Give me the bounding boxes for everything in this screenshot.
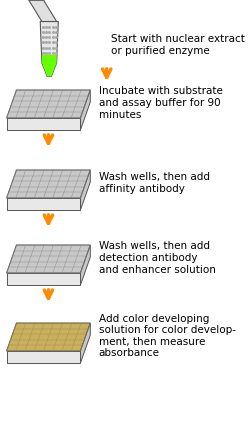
Polygon shape	[6, 119, 80, 131]
Polygon shape	[80, 246, 90, 285]
Polygon shape	[29, 0, 47, 1]
Text: Start with nuclear extract
or purified enzyme: Start with nuclear extract or purified e…	[111, 34, 245, 56]
Polygon shape	[80, 171, 90, 210]
Polygon shape	[6, 273, 80, 285]
Polygon shape	[80, 91, 90, 131]
Polygon shape	[6, 198, 80, 210]
Polygon shape	[6, 246, 90, 273]
Polygon shape	[80, 323, 90, 363]
Polygon shape	[6, 351, 80, 363]
Text: Wash wells, then add
affinity antibody: Wash wells, then add affinity antibody	[98, 172, 210, 194]
Polygon shape	[6, 91, 90, 119]
Text: Wash wells, then add
detection antibody
and enhancer solution: Wash wells, then add detection antibody …	[98, 241, 216, 274]
Polygon shape	[42, 56, 57, 77]
Polygon shape	[6, 171, 90, 198]
Polygon shape	[6, 323, 90, 351]
Polygon shape	[40, 23, 58, 77]
Text: Incubate with substrate
and assay buffer for 90
minutes: Incubate with substrate and assay buffer…	[98, 86, 222, 119]
Polygon shape	[29, 1, 57, 23]
Text: Add color developing
solution for color develop-
ment, then measure
absorbance: Add color developing solution for color …	[98, 313, 235, 358]
